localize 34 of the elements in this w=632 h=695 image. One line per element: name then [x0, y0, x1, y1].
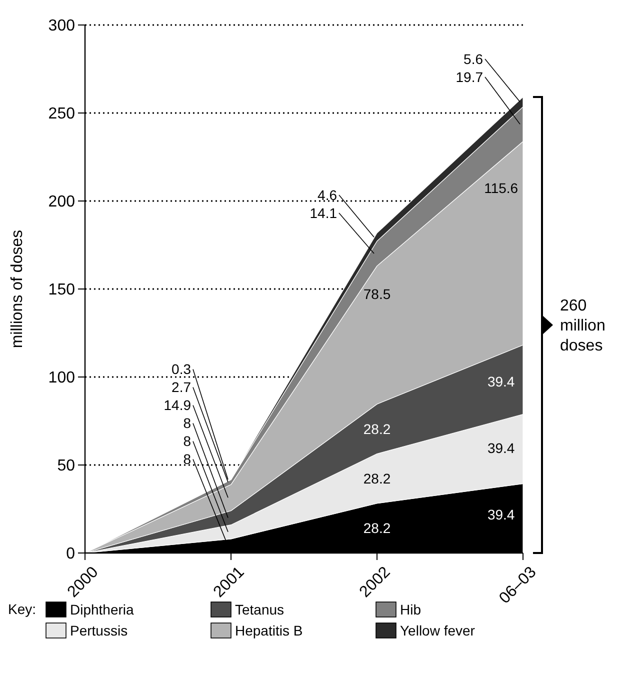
legend-label: Hepatitis B	[235, 622, 303, 638]
data-label: 28.2	[363, 420, 391, 437]
y-tick-label: 0	[66, 546, 76, 563]
data-label: 4.6	[318, 186, 338, 203]
y-tick-label: 300	[48, 18, 76, 35]
data-label: 39.4	[487, 440, 515, 456]
data-label: 8	[183, 415, 192, 432]
data-label: 14.1	[310, 204, 338, 221]
y-tick-label: 150	[48, 282, 76, 299]
data-label: 2.7	[172, 379, 192, 396]
y-tick-label: 50	[57, 458, 76, 475]
data-label: 28.2	[363, 520, 391, 536]
data-label: 8	[183, 451, 192, 468]
data-label: 0.3	[172, 361, 192, 378]
data-label: 39.4	[487, 374, 515, 390]
data-label: 14.9	[164, 397, 192, 414]
data-label: 28.2	[363, 470, 391, 486]
y-tick-label: 250	[48, 106, 76, 123]
legend-label: Pertussis	[70, 622, 128, 638]
data-label: 39.4	[487, 506, 515, 523]
data-label: 19.7	[456, 68, 484, 85]
data-label: 78.5	[363, 286, 391, 302]
legend-label: Hib	[400, 601, 422, 618]
data-label: 115.6	[484, 180, 518, 196]
y-tick-label: 200	[48, 194, 76, 211]
legend-label: Yellow fever	[400, 622, 476, 638]
legend-label: Tetanus	[235, 601, 284, 618]
legend-label: Diphtheria	[70, 601, 134, 618]
data-label: 8	[183, 433, 192, 450]
data-label: 5.6	[464, 50, 484, 67]
y-axis-title: millions of doses	[9, 230, 26, 348]
legend-title: Key:	[8, 600, 36, 617]
y-tick-label: 100	[48, 370, 76, 387]
text: 260 million doses	[560, 298, 606, 355]
